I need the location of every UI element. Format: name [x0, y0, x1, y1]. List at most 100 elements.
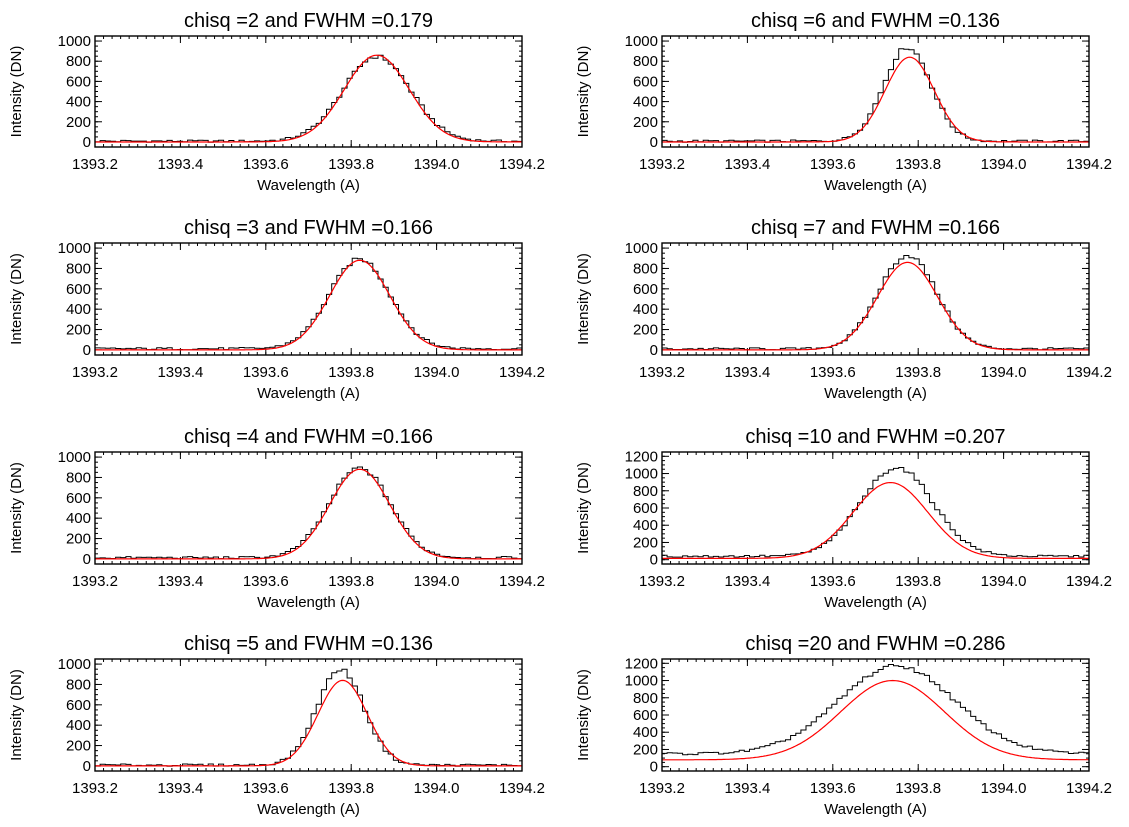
x-tick-label: 1394.0 — [981, 780, 1027, 797]
x-tick-label: 1393.6 — [243, 364, 289, 381]
y-tick-label: 200 — [633, 114, 658, 131]
x-tick-label: 1394.0 — [414, 364, 460, 381]
x-tick-label: 1393.2 — [72, 573, 118, 590]
x-tick-label: 1393.8 — [328, 780, 374, 797]
y-tick-label: 0 — [650, 552, 658, 569]
x-tick-label: 1394.2 — [1066, 156, 1112, 173]
y-tick-label: 1000 — [58, 33, 91, 50]
gaussian-fit-curve — [662, 56, 1089, 143]
plot-frame — [661, 451, 1090, 565]
plot-frame — [661, 242, 1090, 356]
plot-frame — [94, 35, 523, 148]
x-tick-label: 1393.6 — [810, 780, 856, 797]
spectrum-panel-4: chisq =7 and FWHM =0.166 Wavelength (A) In… — [575, 217, 1112, 402]
y-tick-label: 1000 — [625, 240, 658, 257]
y-tick-label: 800 — [66, 53, 91, 70]
y-tick-label: 600 — [66, 697, 91, 714]
y-tick-label: 600 — [66, 73, 91, 90]
panel-title: chisq =10 and FWHM =0.207 — [745, 426, 1005, 448]
x-tick-label: 1393.4 — [157, 780, 203, 797]
plot-frame — [94, 242, 523, 356]
y-tick-label: 0 — [650, 342, 658, 359]
x-tick-label: 1394.2 — [1066, 780, 1112, 797]
x-tick-label: 1393.2 — [639, 364, 685, 381]
y-tick-label: 200 — [66, 531, 91, 548]
observed-spectrum-histogram — [662, 48, 1089, 143]
y-tick-label: 1000 — [625, 673, 658, 690]
y-tick-label: 0 — [83, 758, 91, 775]
gaussian-fit-curve — [662, 679, 1089, 761]
x-tick-label: 1393.2 — [639, 573, 685, 590]
x-tick-label: 1393.8 — [895, 364, 941, 381]
spectrum-panel-7: chisq =5 and FWHM =0.136 Wavelength (A) In… — [8, 633, 545, 818]
observed-spectrum-histogram — [95, 668, 522, 767]
x-tick-label: 1393.8 — [328, 156, 374, 173]
x-tick-label: 1393.2 — [639, 780, 685, 797]
gaussian-fit-curve — [662, 482, 1089, 559]
y-tick-label: 400 — [66, 94, 91, 111]
plot-frame — [94, 658, 523, 772]
x-tick-label: 1394.0 — [414, 780, 460, 797]
observed-spectrum-histogram — [95, 466, 522, 560]
gaussian-fit-curve — [95, 679, 522, 767]
x-axis-label: Wavelength (A) — [824, 801, 927, 818]
y-tick-label: 1000 — [58, 656, 91, 673]
x-tick-label: 1393.4 — [724, 364, 770, 381]
panel-title: chisq =3 and FWHM =0.166 — [184, 217, 433, 239]
x-tick-label: 1393.2 — [639, 156, 685, 173]
x-axis-label: Wavelength (A) — [824, 594, 927, 611]
x-axis-label: Wavelength (A) — [257, 801, 360, 818]
x-tick-label: 1393.6 — [243, 156, 289, 173]
observed-spectrum-histogram — [95, 257, 522, 351]
y-tick-label: 400 — [66, 717, 91, 734]
y-tick-label: 200 — [633, 741, 658, 758]
plot-frame — [661, 35, 1090, 148]
y-tick-label: 200 — [633, 322, 658, 339]
x-tick-label: 1394.2 — [499, 780, 545, 797]
x-tick-label: 1393.4 — [724, 573, 770, 590]
spectrum-panel-2: chisq =6 and FWHM =0.136 Wavelength (A) In… — [575, 10, 1112, 194]
observed-spectrum-histogram — [95, 54, 522, 143]
x-tick-label: 1393.4 — [157, 573, 203, 590]
x-tick-label: 1394.2 — [1066, 573, 1112, 590]
y-axis-label: Intensity (DN) — [575, 462, 592, 554]
y-axis-label: Intensity (DN) — [8, 462, 25, 554]
panel-title: chisq =20 and FWHM =0.286 — [745, 633, 1005, 655]
panel-title: chisq =7 and FWHM =0.166 — [751, 217, 1000, 239]
y-tick-label: 600 — [66, 490, 91, 507]
x-tick-label: 1394.2 — [1066, 364, 1112, 381]
y-tick-label: 400 — [66, 301, 91, 318]
y-axis-label: Intensity (DN) — [575, 46, 592, 138]
x-axis-label: Wavelength (A) — [824, 177, 927, 194]
y-tick-label: 800 — [66, 676, 91, 693]
y-tick-label: 1000 — [625, 466, 658, 483]
spectrum-panel-3: chisq =3 and FWHM =0.166 Wavelength (A) In… — [8, 217, 545, 402]
gaussian-fit-curve — [95, 259, 522, 351]
panel-title: chisq =4 and FWHM =0.166 — [184, 426, 433, 448]
x-axis-label: Wavelength (A) — [824, 385, 927, 402]
x-tick-label: 1393.8 — [895, 780, 941, 797]
x-tick-label: 1393.2 — [72, 364, 118, 381]
x-tick-label: 1393.8 — [328, 573, 374, 590]
y-axis-label: Intensity (DN) — [575, 253, 592, 345]
x-tick-label: 1393.6 — [810, 156, 856, 173]
y-tick-label: 400 — [633, 724, 658, 741]
plot-frame — [661, 658, 1090, 772]
y-tick-label: 600 — [633, 281, 658, 298]
y-axis-label: Intensity (DN) — [8, 46, 25, 138]
x-tick-label: 1393.8 — [895, 573, 941, 590]
y-tick-label: 1200 — [625, 448, 658, 465]
y-tick-label: 800 — [633, 53, 658, 70]
y-tick-label: 0 — [83, 342, 91, 359]
y-tick-label: 800 — [633, 690, 658, 707]
x-tick-label: 1393.6 — [810, 573, 856, 590]
x-tick-label: 1393.4 — [157, 364, 203, 381]
x-axis-label: Wavelength (A) — [257, 385, 360, 402]
y-tick-label: 800 — [633, 260, 658, 277]
x-tick-label: 1394.0 — [414, 156, 460, 173]
x-tick-label: 1394.2 — [499, 573, 545, 590]
x-tick-label: 1393.8 — [895, 156, 941, 173]
y-tick-label: 800 — [66, 469, 91, 486]
spectrum-panel-8: chisq =20 and FWHM =0.286 Wavelength (A) I… — [575, 633, 1112, 818]
